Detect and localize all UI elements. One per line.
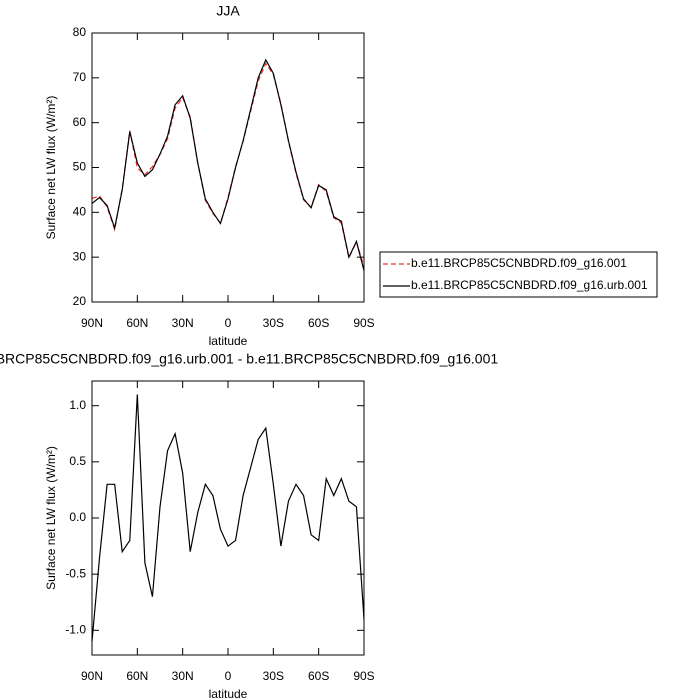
data-line <box>91 58 365 271</box>
y-axis-label: Surface net LW flux (W/m²) <box>44 96 58 240</box>
y-tick-label: 1.0 <box>69 398 86 412</box>
data-line <box>91 394 365 642</box>
x-tick-label: 30N <box>172 669 194 683</box>
x-tick-label: 90N <box>81 669 103 683</box>
x-tick-label: 30N <box>172 316 194 330</box>
x-axis-label: latitude <box>209 334 248 348</box>
legend-label: b.e11.BRCP85C5CNBDRD.f09_g16.urb.001 <box>411 278 648 292</box>
x-tick-label: 90S <box>353 316 374 330</box>
y-tick-label: 0.5 <box>69 454 86 468</box>
x-tick-label: 60N <box>126 669 148 683</box>
y-tick-label: 50 <box>73 160 87 174</box>
y-tick-label: 60 <box>73 115 87 129</box>
y-tick-label: 0.0 <box>69 510 86 524</box>
x-tick-label: 90N <box>81 316 103 330</box>
y-tick-label: -1.0 <box>65 622 86 636</box>
x-tick-label: 60N <box>126 316 148 330</box>
legend-label: b.e11.BRCP85C5CNBDRD.f09_g16.001 <box>411 256 627 270</box>
legend-box <box>379 251 658 298</box>
y-tick-label: 30 <box>73 249 87 263</box>
x-tick-label: 30S <box>263 316 284 330</box>
y-tick-label: 40 <box>73 205 87 219</box>
x-tick-label: 30S <box>263 669 284 683</box>
y-axis-label: Surface net LW flux (W/m²) <box>44 446 58 590</box>
y-tick-label: 70 <box>73 70 87 84</box>
plot-frame <box>91 32 365 303</box>
x-tick-label: 60S <box>308 316 329 330</box>
y-tick-label: -0.5 <box>65 566 86 580</box>
y-tick-label: 80 <box>73 25 87 39</box>
chart-title: b.e11.BRCP85C5CNBDRD.f09_g16.urb.001 - b… <box>0 351 498 367</box>
x-tick-label: 90S <box>353 669 374 683</box>
chart-title: JJA <box>216 3 240 19</box>
y-tick-label: 20 <box>73 294 87 308</box>
plot-frame <box>91 380 365 656</box>
x-tick-label: 60S <box>308 669 329 683</box>
x-tick-label: 0 <box>225 316 232 330</box>
x-tick-label: 0 <box>225 669 232 683</box>
data-line <box>91 62 365 267</box>
x-axis-label: latitude <box>209 687 248 700</box>
